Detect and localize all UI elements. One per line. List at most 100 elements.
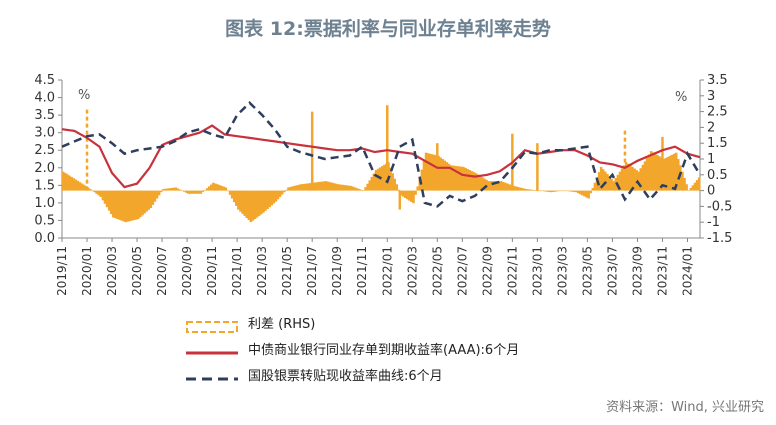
spread-bar <box>308 183 311 191</box>
spread-bar <box>137 190 140 220</box>
spread-bar <box>476 174 480 191</box>
spread-bar <box>103 190 107 204</box>
spread-bar <box>355 188 359 191</box>
spread-bar <box>339 184 342 191</box>
spread-bar <box>270 190 273 206</box>
spread-bar <box>114 190 117 219</box>
spread-bar <box>693 182 697 191</box>
spread-bar <box>504 182 507 191</box>
spread-bar <box>539 190 542 192</box>
spread-bar <box>570 190 574 192</box>
spread-bar <box>652 152 655 191</box>
x-tick-label: 2020/11 <box>205 246 219 296</box>
spread-bar <box>549 190 553 193</box>
spread-bar <box>116 190 119 220</box>
spread-bar <box>291 186 294 191</box>
spread-bar <box>501 181 505 191</box>
spread-bar <box>654 153 657 191</box>
x-tick-label: 2023/05 <box>580 246 594 296</box>
spread-bar <box>495 181 499 191</box>
spread-bar <box>193 190 196 194</box>
spread-bar <box>664 157 668 191</box>
spread-bar <box>276 190 280 200</box>
spread-bar <box>581 190 584 196</box>
spread-bar <box>187 190 190 194</box>
spread-bar <box>199 190 203 194</box>
spread-bar <box>497 181 501 191</box>
spread-bar <box>449 165 453 191</box>
spread-bar <box>333 183 336 191</box>
spread-bar <box>185 190 188 193</box>
spread-bar <box>420 169 424 191</box>
spread-bar <box>526 189 530 191</box>
left-tick-label: 3.0 <box>34 126 55 141</box>
spread-bar <box>274 190 278 202</box>
right-tick-label: -1.5 <box>707 231 732 246</box>
spread-bar <box>474 173 478 191</box>
spread-bar <box>82 184 86 191</box>
x-tick-label: 2020/01 <box>80 246 94 296</box>
spread-bar <box>627 163 630 191</box>
spread-bar <box>239 190 242 212</box>
x-tick-label: 2021/03 <box>255 246 269 296</box>
spread-bar <box>180 190 184 192</box>
x-tick-label: 2022/01 <box>380 246 394 296</box>
spread-bar <box>153 190 157 202</box>
spread-bar <box>522 188 526 191</box>
spread-bar <box>303 183 307 191</box>
spread-bar <box>393 178 396 191</box>
spread-bar <box>235 190 238 206</box>
source-note: 资料来源：Wind, 兴业研究 <box>606 400 764 415</box>
spread-bar <box>224 187 228 191</box>
spread-bar <box>157 190 161 196</box>
spread-bar <box>456 166 459 191</box>
spread-bar <box>460 166 463 191</box>
spread-bar <box>316 182 319 191</box>
right-tick-label: 2 <box>707 120 715 135</box>
spread-bar <box>368 180 371 191</box>
spread-bar <box>318 181 321 191</box>
spread-bar <box>299 184 303 191</box>
x-tick-label: 2021/09 <box>330 246 344 296</box>
spread-bar <box>372 173 376 191</box>
spread-bar <box>241 190 244 214</box>
spread-bar <box>439 157 442 191</box>
spread-bar <box>554 190 557 192</box>
x-tick-label: 2021/05 <box>280 246 294 296</box>
spread-bar <box>130 190 134 221</box>
spread-bar <box>445 162 449 191</box>
spread-bar <box>222 186 226 191</box>
spread-bar <box>606 174 609 191</box>
spread-bar <box>543 190 547 192</box>
spread-bar <box>168 188 171 191</box>
spread-bar <box>629 165 632 191</box>
spread-bar <box>280 190 284 195</box>
spread-bar <box>220 185 223 191</box>
left-tick-label: 0.0 <box>34 231 55 246</box>
spread-bar <box>191 190 194 194</box>
spread-bar <box>428 153 432 191</box>
spread-bar <box>618 171 622 191</box>
spread-bar <box>668 155 672 191</box>
spread-bar <box>149 190 153 208</box>
spread-bar <box>189 190 192 194</box>
spread-bar <box>462 166 465 191</box>
spread-bar <box>260 190 263 215</box>
spread-bar <box>416 186 419 191</box>
spread-bar <box>126 190 130 222</box>
spread-bar <box>97 190 100 196</box>
spread-bar <box>478 175 482 191</box>
spread-bar <box>205 188 209 191</box>
spread-bar <box>493 181 497 191</box>
spread-bar <box>120 190 123 221</box>
spread-bar <box>314 182 317 191</box>
spread-bar <box>353 187 357 191</box>
spread-bar <box>349 185 353 191</box>
spread-bar <box>162 189 165 191</box>
spread-bar <box>566 190 570 192</box>
spread-bar <box>345 185 349 191</box>
spread-bar <box>395 184 399 191</box>
spread-bar <box>262 190 265 213</box>
spread-bar <box>328 182 332 191</box>
x-tick-label: 2022/11 <box>505 246 519 296</box>
